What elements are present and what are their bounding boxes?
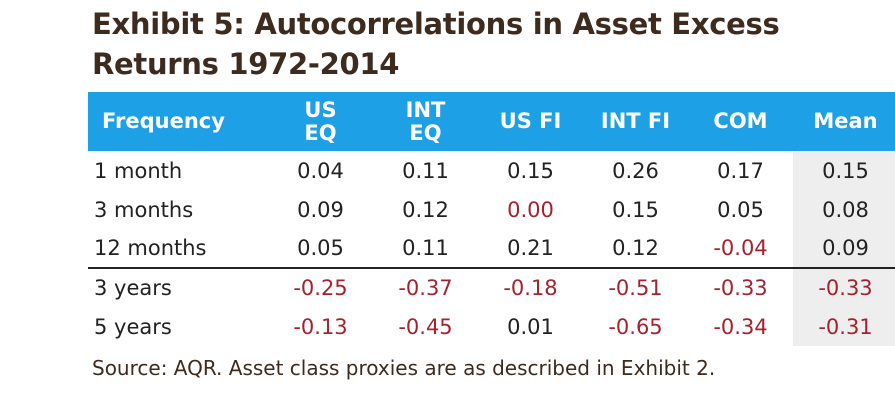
value-cell: 0.17 bbox=[717, 158, 764, 183]
value-cell: -0.37 bbox=[373, 267, 478, 307]
value-cell: 0.21 bbox=[507, 236, 554, 260]
column-header-us-eq: US EQ bbox=[304, 97, 337, 145]
value-cell: 0.15 bbox=[507, 158, 554, 183]
mean-cell: -0.33 bbox=[793, 267, 895, 307]
exhibit-title: Exhibit 5: Autocorrelations in Asset Exc… bbox=[92, 7, 780, 81]
value-cell: -0.13 bbox=[293, 314, 348, 339]
column-header-int-eq: INT EQ bbox=[405, 97, 446, 145]
value-cell: -0.45 bbox=[398, 314, 453, 339]
column-header-us-fi: US FI bbox=[499, 109, 562, 133]
value-cell: 0.00 bbox=[507, 197, 554, 222]
column-header-int-fi: INT FI bbox=[600, 109, 671, 133]
value-cell: 0.15 bbox=[612, 197, 659, 222]
mean-cell: 0.08 bbox=[793, 190, 895, 229]
row-label-cell: 3 years bbox=[88, 267, 268, 307]
table-row: 12 months 0.05 0.11 0.21 0.12 -0.04 0.09 bbox=[88, 229, 895, 268]
value-cell: 0.11 bbox=[402, 158, 449, 183]
value-cell: -0.34 bbox=[713, 314, 768, 339]
mean-cell: 0.15 bbox=[793, 151, 895, 190]
row-label-cell: 3 months bbox=[94, 197, 194, 222]
value-cell: 0.05 bbox=[297, 236, 344, 260]
value-cell: -0.25 bbox=[268, 267, 373, 307]
autocorrelation-table: Frequency US EQ INT EQ US FI INT FI COM Me… bbox=[88, 92, 895, 346]
value-cell: -0.51 bbox=[583, 267, 688, 307]
column-header-frequency: Frequency bbox=[102, 109, 225, 133]
source-note: Source: AQR. Asset class proxies are as … bbox=[92, 356, 716, 380]
table-row: 3 years -0.25 -0.37 -0.18 -0.51 -0.33 -0.33 bbox=[88, 267, 895, 307]
row-label-cell: 12 months bbox=[94, 236, 207, 260]
row-label-cell: 1 month bbox=[94, 158, 183, 183]
value-cell: 0.05 bbox=[717, 197, 764, 222]
autocorrelation-table-container: Frequency US EQ INT EQ US FI INT FI COM Me… bbox=[88, 92, 895, 346]
table-row: 5 years -0.13 -0.45 0.01 -0.65 -0.34 -0.31 bbox=[88, 307, 895, 346]
mean-cell: -0.31 bbox=[793, 307, 895, 346]
value-cell: -0.18 bbox=[478, 267, 583, 307]
table-row: 3 months 0.09 0.12 0.00 0.15 0.05 0.08 bbox=[88, 190, 895, 229]
value-cell: 0.09 bbox=[297, 197, 344, 222]
value-cell: -0.65 bbox=[608, 314, 663, 339]
table-header-row: Frequency US EQ INT EQ US FI INT FI COM Me… bbox=[88, 92, 895, 151]
value-cell: 0.04 bbox=[297, 158, 344, 183]
row-label-cell: 5 years bbox=[94, 314, 172, 339]
value-cell: -0.33 bbox=[688, 267, 793, 307]
value-cell: 0.12 bbox=[402, 197, 449, 222]
column-header-mean: Mean bbox=[813, 109, 878, 133]
value-cell: 0.01 bbox=[507, 314, 554, 339]
column-header-com: COM bbox=[713, 109, 768, 133]
value-cell: 0.11 bbox=[402, 236, 449, 260]
mean-cell: 0.09 bbox=[793, 229, 895, 268]
value-cell: -0.04 bbox=[713, 236, 768, 260]
table-row: 1 month 0.04 0.11 0.15 0.26 0.17 0.15 bbox=[88, 151, 895, 190]
value-cell: 0.12 bbox=[612, 236, 659, 260]
value-cell: 0.26 bbox=[612, 158, 659, 183]
